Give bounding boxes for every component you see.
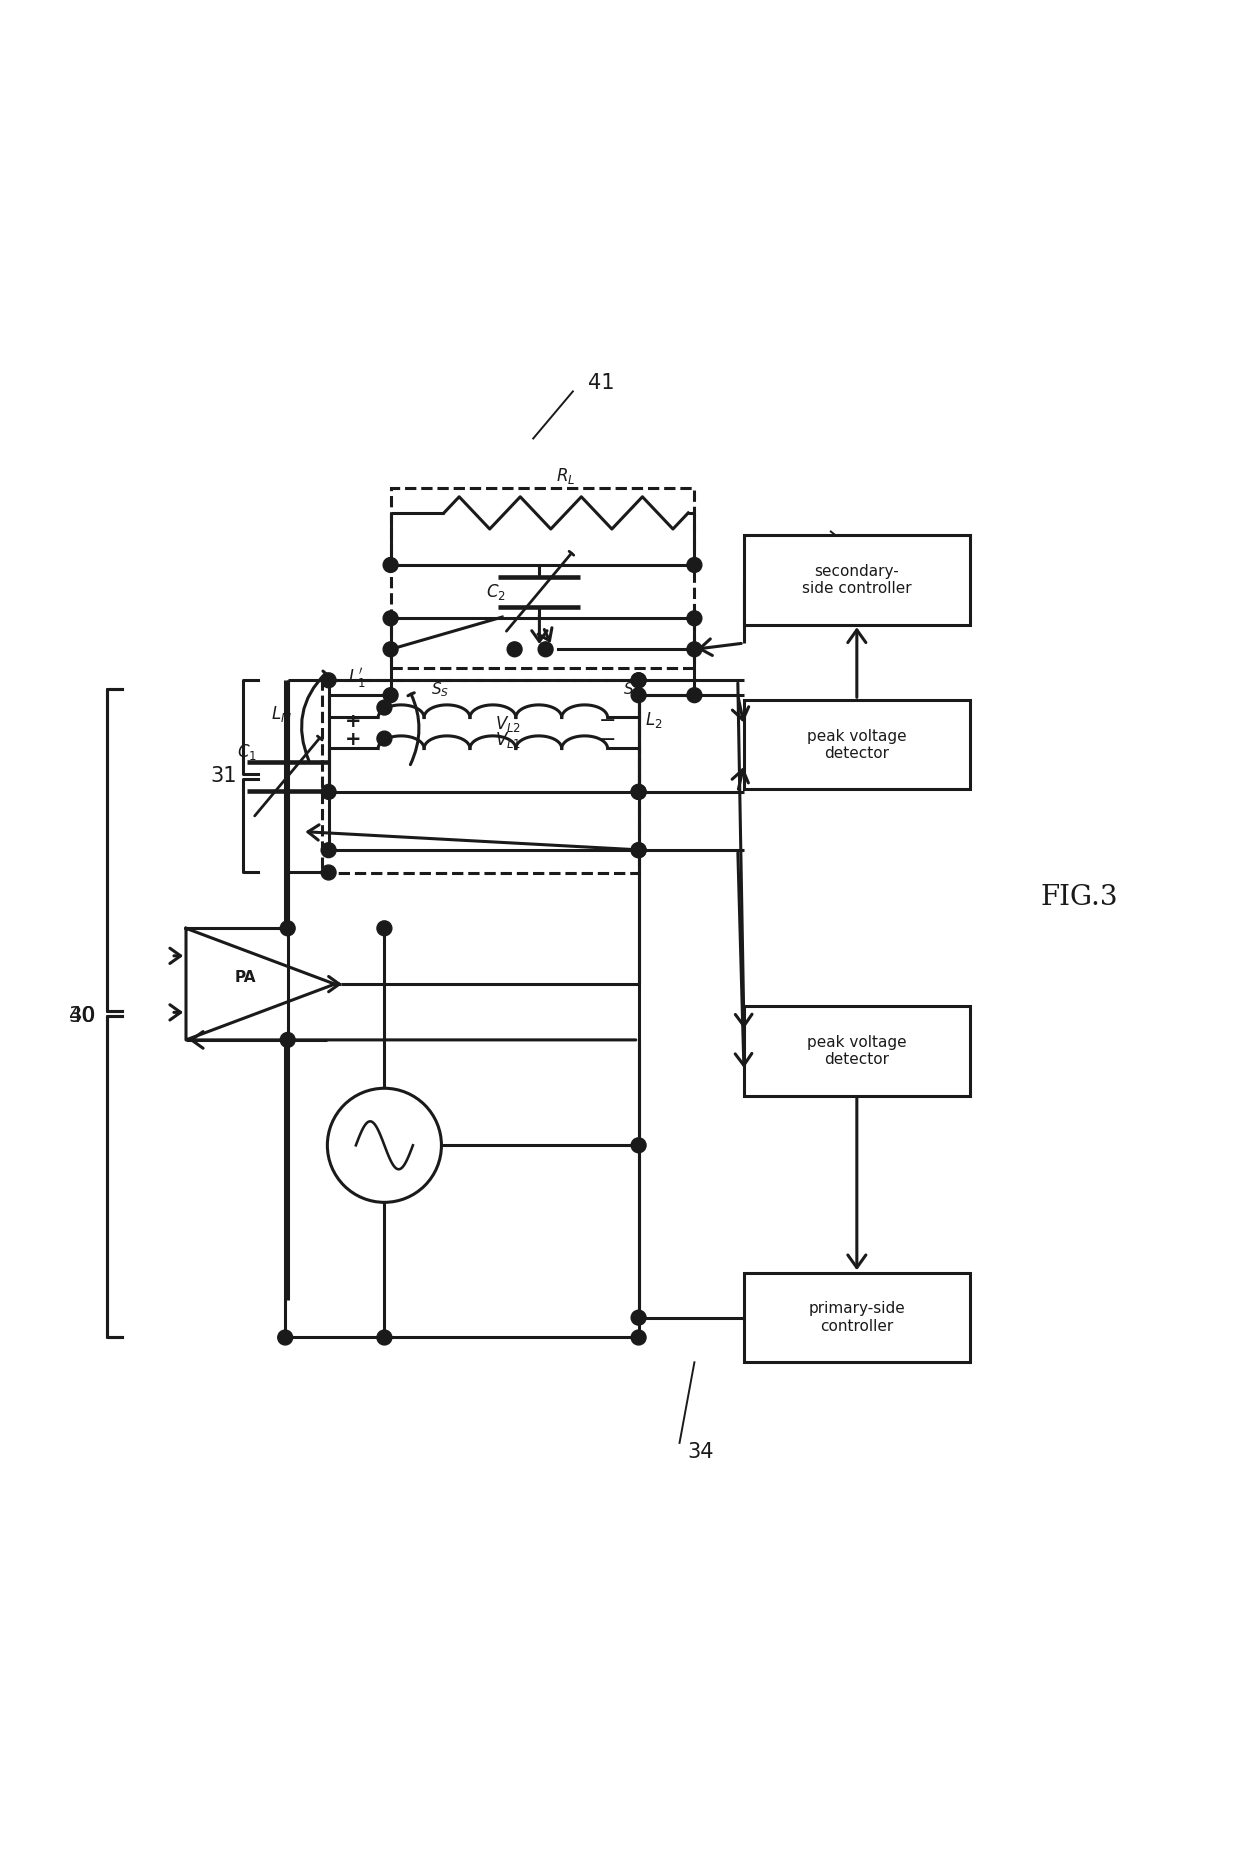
- Circle shape: [631, 673, 646, 688]
- Circle shape: [631, 785, 646, 800]
- Circle shape: [631, 843, 646, 858]
- Text: $L_2$: $L_2$: [645, 710, 662, 731]
- Text: $V_{L2}$: $V_{L2}$: [495, 714, 522, 735]
- Circle shape: [687, 557, 702, 572]
- Text: −: −: [599, 729, 616, 749]
- Text: 42: 42: [879, 766, 906, 787]
- Circle shape: [278, 1331, 293, 1346]
- Circle shape: [631, 1310, 646, 1325]
- Circle shape: [631, 785, 646, 800]
- Text: PA: PA: [234, 970, 257, 985]
- Text: 41: 41: [588, 372, 615, 392]
- Bar: [744, 1006, 970, 1095]
- Bar: [744, 701, 970, 789]
- Circle shape: [631, 1138, 646, 1153]
- Circle shape: [631, 673, 646, 688]
- Text: $R_L$: $R_L$: [557, 465, 575, 486]
- Text: 30: 30: [68, 1006, 95, 1026]
- Circle shape: [377, 1331, 392, 1346]
- Text: $S_O$: $S_O$: [622, 680, 642, 699]
- Bar: [322, 680, 639, 873]
- Text: $V_{L1}$: $V_{L1}$: [495, 729, 522, 749]
- Circle shape: [631, 843, 646, 858]
- Circle shape: [377, 731, 392, 746]
- Circle shape: [377, 701, 392, 716]
- Text: −: −: [599, 712, 616, 731]
- Circle shape: [538, 641, 553, 656]
- Circle shape: [383, 557, 398, 572]
- Text: $C_2$: $C_2$: [486, 581, 506, 602]
- Bar: [391, 488, 694, 667]
- Text: +: +: [345, 731, 362, 749]
- Circle shape: [280, 921, 295, 936]
- Text: peak voltage
detector: peak voltage detector: [807, 729, 906, 761]
- Circle shape: [631, 688, 646, 703]
- Circle shape: [631, 1331, 646, 1346]
- Circle shape: [687, 688, 702, 703]
- Circle shape: [321, 865, 336, 880]
- Text: $C_1$: $C_1$: [237, 742, 257, 761]
- Circle shape: [377, 921, 392, 936]
- Circle shape: [321, 843, 336, 858]
- Bar: [744, 1273, 970, 1363]
- Text: 31: 31: [210, 766, 237, 787]
- Text: $L_1'$: $L_1'$: [348, 665, 366, 690]
- Circle shape: [321, 785, 336, 800]
- Text: 40: 40: [68, 1006, 95, 1026]
- Circle shape: [687, 641, 702, 656]
- Text: secondary-
side controller: secondary- side controller: [802, 564, 911, 596]
- Circle shape: [321, 673, 336, 688]
- Circle shape: [383, 688, 398, 703]
- Circle shape: [507, 641, 522, 656]
- Text: 34: 34: [687, 1441, 714, 1462]
- Text: peak voltage
detector: peak voltage detector: [807, 1035, 906, 1067]
- Bar: [744, 535, 970, 624]
- Text: 32: 32: [879, 1062, 906, 1080]
- Circle shape: [280, 1032, 295, 1047]
- Text: FIG.3: FIG.3: [1040, 884, 1117, 910]
- Text: 44: 44: [879, 538, 906, 557]
- Text: primary-side
controller: primary-side controller: [808, 1301, 905, 1334]
- Text: $L_M$: $L_M$: [272, 705, 291, 725]
- Text: $S_S$: $S_S$: [432, 680, 449, 699]
- Circle shape: [687, 611, 702, 626]
- Circle shape: [383, 641, 398, 656]
- Text: +: +: [345, 712, 362, 731]
- Circle shape: [383, 611, 398, 626]
